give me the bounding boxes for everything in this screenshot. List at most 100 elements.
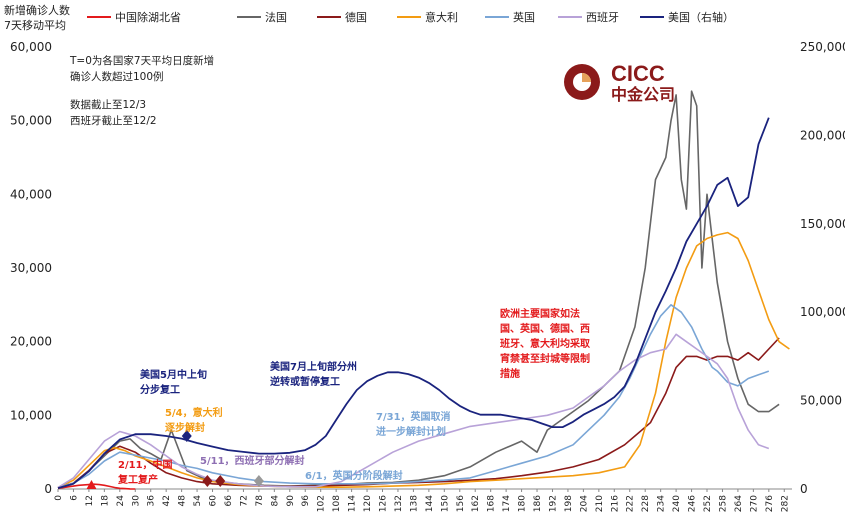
marker-spain-reopen (215, 475, 226, 487)
y-right-tick-label: 250,000 (800, 40, 845, 54)
x-tick-label: 222 (626, 495, 636, 512)
x-tick-label: 138 (409, 495, 419, 512)
logo-cicc-text: CICC (611, 61, 665, 86)
y-right-tick-label: 0 (800, 482, 808, 496)
legend: 中国除湖北省 法国 德国 意大利 英国 西班牙 美国（右轴） (87, 10, 734, 24)
x-tick-label: 282 (780, 495, 790, 512)
legend-entry: 德国 (345, 10, 367, 24)
annotation-text: 措施 (500, 367, 520, 380)
x-tick-label: 30 (131, 495, 141, 507)
x-tick-label: 264 (734, 495, 744, 512)
x-tick-label: 102 (317, 495, 327, 512)
x-tick-label: 186 (533, 495, 543, 512)
x-tick-label: 126 (379, 495, 389, 512)
x-tick-label: 90 (286, 495, 296, 507)
note-t0-line2: 确诊人数超过100例 (70, 70, 164, 83)
x-tick-label: 66 (224, 495, 234, 507)
y-left-tick-label: 50,000 (10, 114, 52, 128)
x-tick-label: 210 (595, 495, 605, 512)
logo-subtext: 中金公司 (611, 85, 675, 104)
y-axis-label-line1: 新增确诊人数 (4, 3, 70, 17)
x-tick-label: 252 (703, 495, 713, 512)
y-axis-label-line2: 7天移动平均 (4, 19, 66, 32)
y-left-tick-label: 30,000 (10, 261, 52, 275)
note-t0-line1: T=0为各国家7天平均日度新增 (69, 54, 214, 67)
x-tick-label: 84 (270, 495, 280, 507)
y-left-tick-label: 10,000 (10, 408, 52, 422)
y-left-tick-label: 0 (44, 482, 52, 496)
x-tick-label: 42 (162, 495, 172, 506)
x-tick-label: 270 (749, 495, 759, 512)
series-line-0 (57, 483, 136, 490)
x-tick-label: 78 (255, 495, 265, 507)
x-tick-label: 24 (116, 495, 126, 507)
series-line-2 (57, 337, 780, 489)
note-data-cutoff: 数据截止至12/3 (70, 98, 146, 111)
x-tick-label: 180 (518, 495, 528, 512)
x-tick-label: 48 (178, 495, 188, 507)
annotation-text: 进一步解封计划 (376, 425, 446, 438)
x-tick-label: 174 (502, 495, 512, 512)
annotation-text: 欧洲主要国家如法 (500, 307, 580, 320)
series-line-4 (57, 303, 770, 489)
series-group (57, 90, 790, 490)
x-tick-label: 60 (209, 495, 219, 507)
y-left-tick-label: 20,000 (10, 335, 52, 349)
x-tick-label: 36 (147, 495, 157, 507)
x-tick-label: 216 (610, 495, 620, 512)
marker-italy-reopen (202, 475, 213, 487)
annotation-text: 宵禁甚至封城等限制 (500, 352, 590, 365)
annotation-text: 7/31，英国取消 (376, 410, 451, 423)
y-right-tick-label: 150,000 (800, 217, 845, 231)
legend-entry: 法国 (265, 10, 287, 24)
annotation-text: 2/11，中国 (118, 458, 173, 471)
legend-entry: 中国除湖北省 (115, 10, 181, 24)
y-left-tick-label: 60,000 (10, 40, 52, 54)
event-markers (86, 429, 264, 489)
y-right-tick-label: 200,000 (800, 128, 845, 142)
x-tick-label: 96 (301, 495, 311, 507)
annotation-text: 6/1，英国分阶段解封 (305, 469, 403, 482)
y-right-tick-label: 50,000 (800, 394, 842, 408)
x-tick-label: 120 (363, 495, 373, 512)
x-tick-label: 162 (471, 495, 481, 512)
annotation-text: 国、英国、德国、西 (500, 322, 590, 335)
series-line-3 (57, 231, 790, 489)
marker-us-reopen (181, 429, 192, 442)
marker-uk-reopen (253, 475, 264, 487)
x-tick-label: 204 (579, 495, 589, 512)
marker-china-reopen (86, 480, 97, 489)
annotation-text: 分步复工 (140, 383, 180, 396)
x-tick-label: 228 (641, 495, 651, 512)
x-tick-label: 258 (718, 495, 728, 512)
x-tick-label: 12 (85, 495, 95, 506)
y-left-tick-label: 40,000 (10, 187, 52, 201)
annotation-text: 5/4，意大利 (165, 406, 223, 419)
series-line-5 (57, 333, 770, 489)
y-right-tick-label: 100,000 (800, 305, 845, 319)
annotation-text: 复工复产 (117, 473, 158, 486)
series-line-6 (57, 117, 770, 489)
x-tick-label: 144 (425, 495, 435, 512)
annotation-text: 5/11，西班牙部分解封 (200, 454, 305, 467)
annotation-text: 班牙、意大利均采取 (500, 337, 591, 350)
x-tick-label: 18 (100, 495, 110, 507)
legend-entry: 西班牙 (586, 11, 619, 24)
x-tick-label: 6 (69, 495, 79, 501)
legend-entry: 英国 (513, 10, 535, 24)
annotation-text: 逐步解封 (165, 421, 205, 434)
legend-entry: 美国（右轴） (668, 10, 734, 24)
annotation-text: 美国5月中上旬 (140, 368, 207, 381)
cicc-logo: CICC 中金公司 (564, 61, 675, 104)
x-tick-label: 168 (487, 495, 497, 512)
axes: 0 10,000 20,000 30,000 40,000 50,000 60,000 0 50… (10, 40, 845, 512)
x-tick-label: 198 (564, 495, 574, 512)
x-tick-label: 276 (765, 495, 775, 512)
x-tick-label: 240 (672, 495, 682, 512)
x-tick-label: 156 (456, 495, 466, 512)
x-tick-label: 114 (348, 495, 358, 512)
x-tick-label: 72 (239, 495, 249, 506)
x-tick-label: 192 (548, 495, 558, 512)
x-tick-label: 108 (332, 495, 342, 512)
